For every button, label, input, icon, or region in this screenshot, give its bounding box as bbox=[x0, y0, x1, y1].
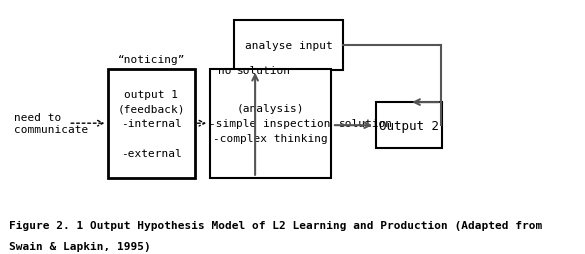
Text: need to
communicate: need to communicate bbox=[14, 113, 88, 134]
FancyBboxPatch shape bbox=[108, 69, 195, 178]
FancyBboxPatch shape bbox=[376, 103, 442, 148]
Text: solution: solution bbox=[237, 66, 291, 75]
FancyBboxPatch shape bbox=[209, 69, 331, 178]
Text: solution: solution bbox=[339, 118, 393, 128]
Text: Swain & Lapkin, 1995): Swain & Lapkin, 1995) bbox=[9, 241, 150, 251]
Text: no: no bbox=[218, 66, 232, 75]
Text: analyse input: analyse input bbox=[245, 41, 333, 51]
Text: (analysis)
-simple inspection
-complex thinking: (analysis) -simple inspection -complex t… bbox=[209, 104, 331, 144]
Text: output 1
(feedback)
-internal

-external: output 1 (feedback) -internal -external bbox=[118, 89, 185, 158]
FancyBboxPatch shape bbox=[235, 21, 343, 71]
Text: “noticing”: “noticing” bbox=[118, 54, 185, 65]
Text: Figure 2. 1 Output Hypothesis Model of L2 Learning and Production (Adapted from: Figure 2. 1 Output Hypothesis Model of L… bbox=[9, 220, 542, 230]
Text: Output 2: Output 2 bbox=[379, 119, 439, 132]
